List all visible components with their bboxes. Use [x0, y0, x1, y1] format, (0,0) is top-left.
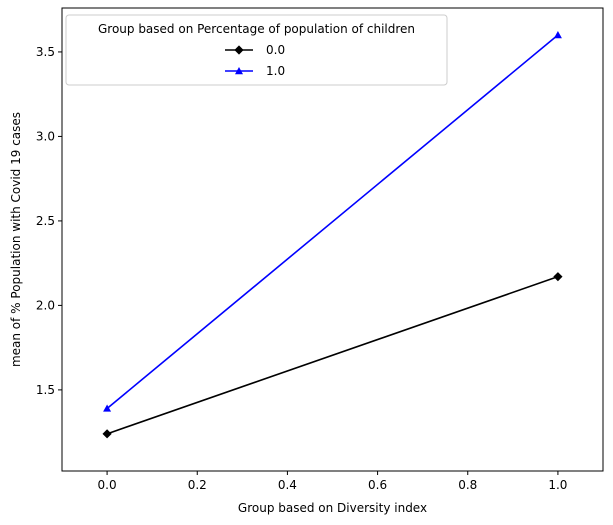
x-axis-ticks: 0.0 0.2 0.4 0.6 0.8 1.0	[98, 471, 567, 492]
y-axis-label: mean of % Population with Covid 19 cases	[9, 112, 23, 367]
y-tick-label: 3.0	[36, 129, 55, 143]
x-tick-label: 0.0	[98, 478, 117, 492]
legend-marker-1	[235, 67, 243, 75]
x-tick-label: 1.0	[548, 478, 567, 492]
legend-entries: 0.0 1.0	[225, 43, 285, 78]
y-tick-label: 3.5	[36, 45, 55, 59]
x-tick-label: 0.4	[278, 478, 297, 492]
series-1-point	[553, 31, 562, 39]
legend-marker-0	[234, 45, 244, 55]
legend-title: Group based on Percentage of population …	[98, 22, 415, 36]
x-tick-label: 0.2	[188, 478, 207, 492]
legend-box	[65, 14, 448, 86]
series-0-point	[553, 272, 563, 282]
y-tick-label: 2.5	[36, 214, 55, 228]
series-line-1	[106, 34, 559, 410]
y-axis-ticks: 1.5 2.0 2.5 3.0 3.5	[36, 45, 62, 397]
legend: Group based on Percentage of population …	[65, 14, 448, 86]
axes-frame	[61, 7, 604, 472]
series-layer	[102, 31, 563, 439]
x-tick-label: 0.6	[368, 478, 387, 492]
series-1-point	[103, 404, 112, 412]
x-tick-label: 0.8	[458, 478, 477, 492]
legend-label: 1.0	[266, 64, 285, 78]
series-0-point	[102, 429, 112, 439]
series-line-0	[106, 275, 559, 435]
x-axis-label: Group based on Diversity index	[238, 501, 427, 515]
legend-label: 0.0	[266, 43, 285, 57]
y-tick-label: 2.0	[36, 298, 55, 312]
y-tick-label: 1.5	[36, 383, 55, 397]
